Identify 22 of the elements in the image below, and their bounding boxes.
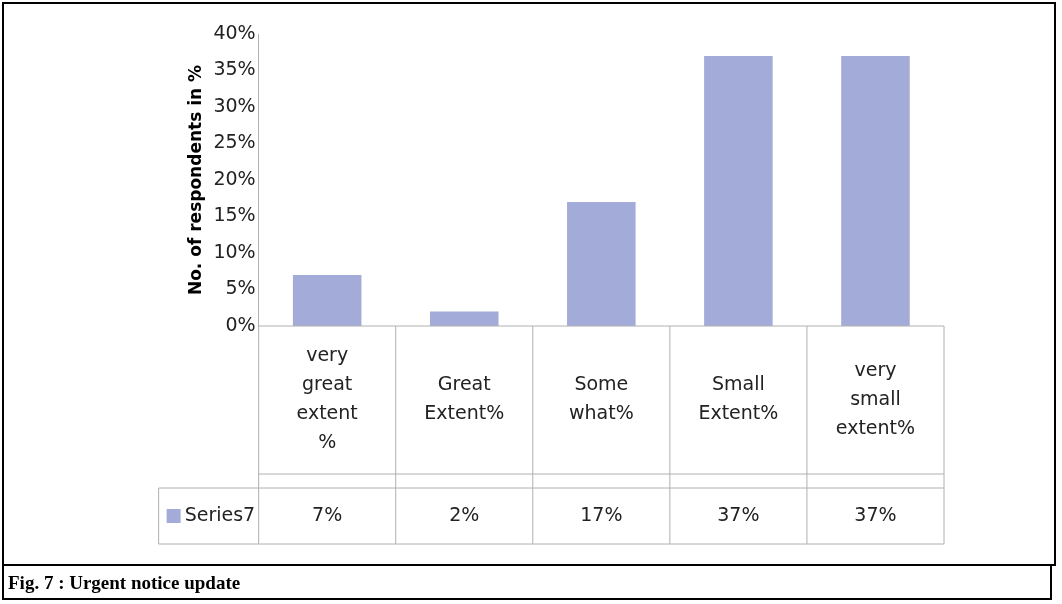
y-tick-label: 10% (213, 239, 256, 262)
data-label: 2% (449, 502, 480, 525)
y-tick-label: 20% (213, 166, 256, 189)
x-tick-label: Great Extent% (424, 372, 505, 424)
y-tick-label: 30% (213, 93, 256, 116)
y-tick-label: 5% (225, 276, 256, 299)
x-tick-label: very great extent % (296, 343, 358, 453)
y-tick-label: 15% (213, 203, 256, 226)
data-label: 17% (580, 502, 623, 525)
data-label: 37% (717, 502, 760, 525)
y-tick-label: 35% (213, 57, 256, 80)
y-axis-title: No. of respondents in % (184, 64, 205, 296)
legend-label: Series7 (184, 502, 256, 525)
y-tick-label: 40% (213, 20, 256, 43)
x-tick-label: Small Extent% (698, 372, 779, 424)
y-tick-label: 0% (225, 312, 256, 335)
text: Fig. 7 : Urgent notice update (2, 566, 1052, 600)
x-tick-label: Some what% (568, 372, 634, 424)
data-label: 7% (312, 502, 343, 525)
x-tick-label: very small extent% (835, 357, 916, 438)
data-label: 37% (854, 502, 897, 525)
y-tick-label: 25% (213, 130, 256, 153)
